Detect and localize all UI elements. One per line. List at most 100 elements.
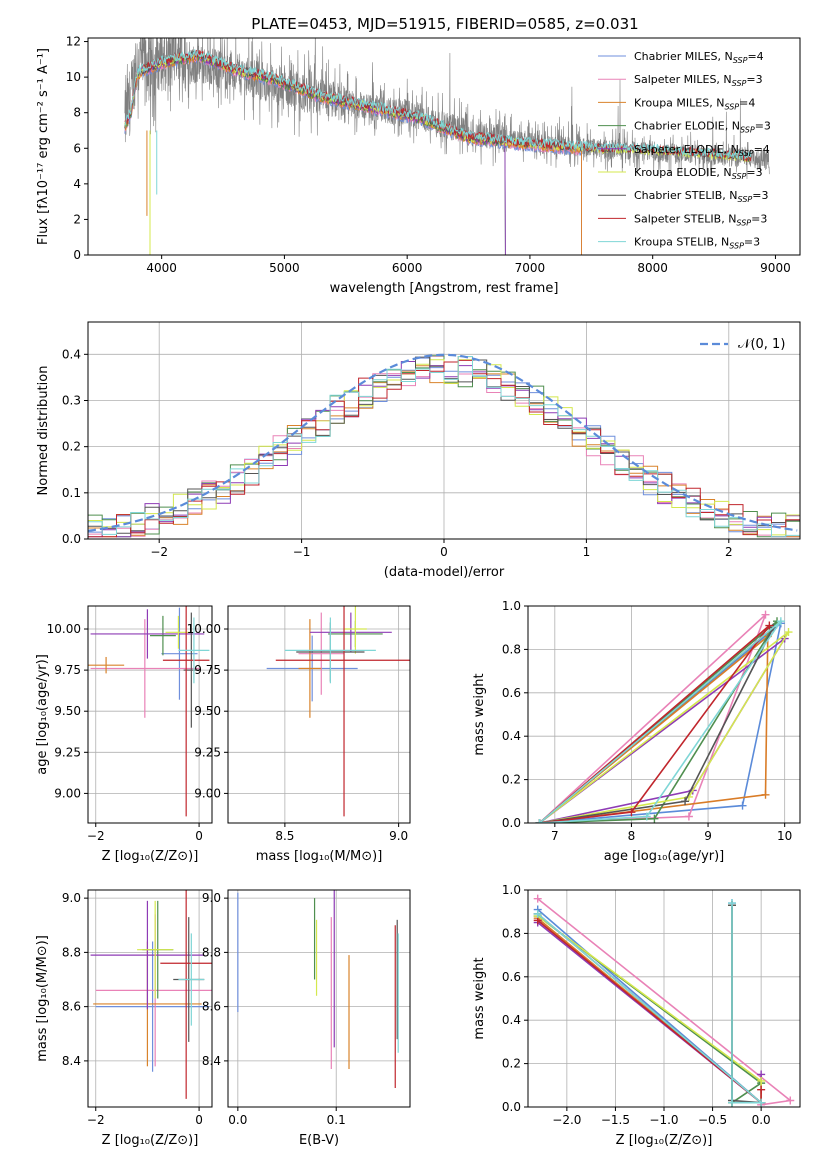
x-tick-label: 9.0	[389, 829, 408, 843]
grid	[228, 606, 410, 823]
y-tick-label: 1.0	[502, 599, 521, 613]
y-axis-label: mass weight	[472, 673, 487, 755]
y-tick-label: 0.6	[502, 686, 521, 700]
y-tick-label: 8.4	[202, 1054, 221, 1068]
y-tick-label: 8.6	[202, 1000, 221, 1014]
panel-4: 7 8 9 10 0.0 0.2 0.4 0.6 0.8 1.0 age [log₁₀(age/yr…	[472, 599, 801, 864]
series-marker-3	[650, 814, 659, 823]
series-line-0	[537, 903, 764, 1104]
x-tick-label: 0.0	[228, 1113, 247, 1127]
x-tick-label: 8	[628, 829, 636, 843]
plot-area	[266, 606, 410, 817]
series-line-8	[537, 903, 764, 1104]
panel-2: −2 0 9.00 9.25 9.50 9.75 10.00 Z [log₁₀(Z/Z⊙)] a…	[35, 605, 213, 864]
series-line-5	[539, 631, 790, 823]
x-axis-label: Z [log₁₀(Z/Z⊙)]	[616, 1133, 713, 1148]
series-marker-1	[533, 894, 542, 903]
series-marker-0	[738, 801, 747, 810]
y-tick-label: 8.8	[62, 945, 81, 959]
histogram-7	[88, 359, 800, 538]
y-tick-label: 10.00	[187, 622, 221, 636]
plot-area	[90, 890, 212, 1099]
axes-frame	[87, 37, 801, 256]
axes-frame	[227, 889, 411, 1108]
model-spectrum-8	[124, 49, 752, 160]
panel-3: 8.5 9.0 9.00 9.25 9.50 9.75 10.00 mass [log₁₀(M…	[187, 605, 411, 864]
x-tick-label: 10	[777, 829, 792, 843]
plot-area	[535, 610, 793, 823]
x-axis-label: Z [log₁₀(Z/Z⊙)]	[102, 849, 199, 864]
x-tick-label: 7000	[515, 261, 546, 275]
x-tick-label: −1.0	[649, 1113, 678, 1127]
x-tick-label: 0	[440, 545, 448, 559]
y-tick-label: 0.0	[502, 816, 521, 830]
y-tick-label: 0.1	[62, 486, 81, 500]
y-tick-label: 8.4	[62, 1054, 81, 1068]
axes-frame	[87, 605, 213, 824]
series-marker-8	[535, 819, 544, 823]
plot-area	[533, 894, 795, 1107]
x-tick-label: 7	[551, 829, 559, 843]
model-spectrum-1	[124, 54, 582, 255]
series-marker-8	[776, 617, 785, 626]
x-tick-label: 2	[725, 545, 733, 559]
y-tick-label: 0.4	[502, 1013, 521, 1027]
plot-area	[88, 606, 210, 817]
y-tick-label: 0.4	[502, 729, 521, 743]
x-axis-label: (data-model)/error	[384, 565, 505, 580]
y-tick-label: 0.2	[62, 440, 81, 454]
figure-title: PLATE=0453, MJD=51915, FIBERID=0585, z=0…	[251, 15, 638, 33]
x-tick-label: 0.0	[752, 1113, 771, 1127]
panel-0: 4000 5000 6000 7000 8000 9000 0 2 4 6 8 10 12 wavelen…	[36, 35, 801, 296]
panel-7: −2.0 −1.5 −1.0 −0.5 0.0 0.0 0.2 0.4 0.6 0.8 1.0 Z […	[472, 883, 801, 1148]
series-marker-8	[728, 899, 736, 908]
y-tick-label: 0.3	[62, 393, 81, 407]
legend-label: Kroupa ELODIE, NSSP=3	[634, 166, 763, 181]
histogram-8	[88, 356, 800, 538]
y-tick-label: 0.4	[62, 347, 81, 361]
series-marker-6	[681, 797, 690, 806]
legend-label: 𝒩(0, 1)	[738, 337, 785, 352]
series-marker-8	[533, 909, 542, 918]
series-line-8	[538, 620, 782, 823]
y-tick-label: 0.0	[62, 532, 81, 546]
axes-frame	[527, 889, 801, 1108]
legend-label: Salpeter STELIB, NSSP=3	[634, 212, 767, 227]
x-tick-label: 6000	[392, 261, 423, 275]
series-marker-2	[761, 790, 770, 799]
x-tick-label: 0.1	[327, 1113, 346, 1127]
axes-frame	[227, 605, 411, 824]
y-tick-label: 9.75	[194, 663, 221, 677]
series-marker-8	[757, 1098, 766, 1107]
y-tick-label: 0.2	[502, 1057, 521, 1071]
series-line-7	[538, 624, 771, 823]
y-tick-label: 12	[66, 35, 81, 49]
legend-label: Chabrier STELIB, NSSP=3	[634, 189, 768, 204]
x-tick-label: −2	[150, 545, 168, 559]
axes-frame	[527, 605, 801, 824]
series-marker-7	[757, 1085, 766, 1094]
gaussian-curve	[88, 353, 798, 532]
model-spectrum-0	[124, 54, 582, 255]
y-tick-label: 0.8	[502, 642, 521, 656]
y-tick-label: 4	[73, 177, 81, 191]
grid	[228, 890, 410, 1107]
x-tick-label: −2	[87, 829, 105, 843]
y-tick-label: 9.50	[194, 704, 221, 718]
plot-area	[88, 353, 800, 538]
y-tick-label: 0.2	[502, 773, 521, 787]
y-tick-label: 9.25	[194, 745, 221, 759]
series-marker-7	[627, 808, 636, 817]
y-tick-label: 8	[73, 106, 81, 120]
y-axis-label: Normed distribution	[36, 366, 51, 496]
y-axis-label: mass weight	[472, 957, 487, 1039]
x-axis-label: wavelength [Angstrom, rest frame]	[330, 281, 559, 296]
series-marker-7	[765, 621, 774, 630]
series-marker-5	[757, 1076, 766, 1085]
y-tick-label: 0	[73, 248, 81, 262]
panel-6: 0.0 0.1 8.4 8.6 8.8 9.0 E(B-V)	[202, 889, 411, 1148]
y-tick-label: 9.00	[194, 786, 221, 800]
y-tick-label: 8.8	[202, 945, 221, 959]
x-tick-label: −1	[293, 545, 311, 559]
